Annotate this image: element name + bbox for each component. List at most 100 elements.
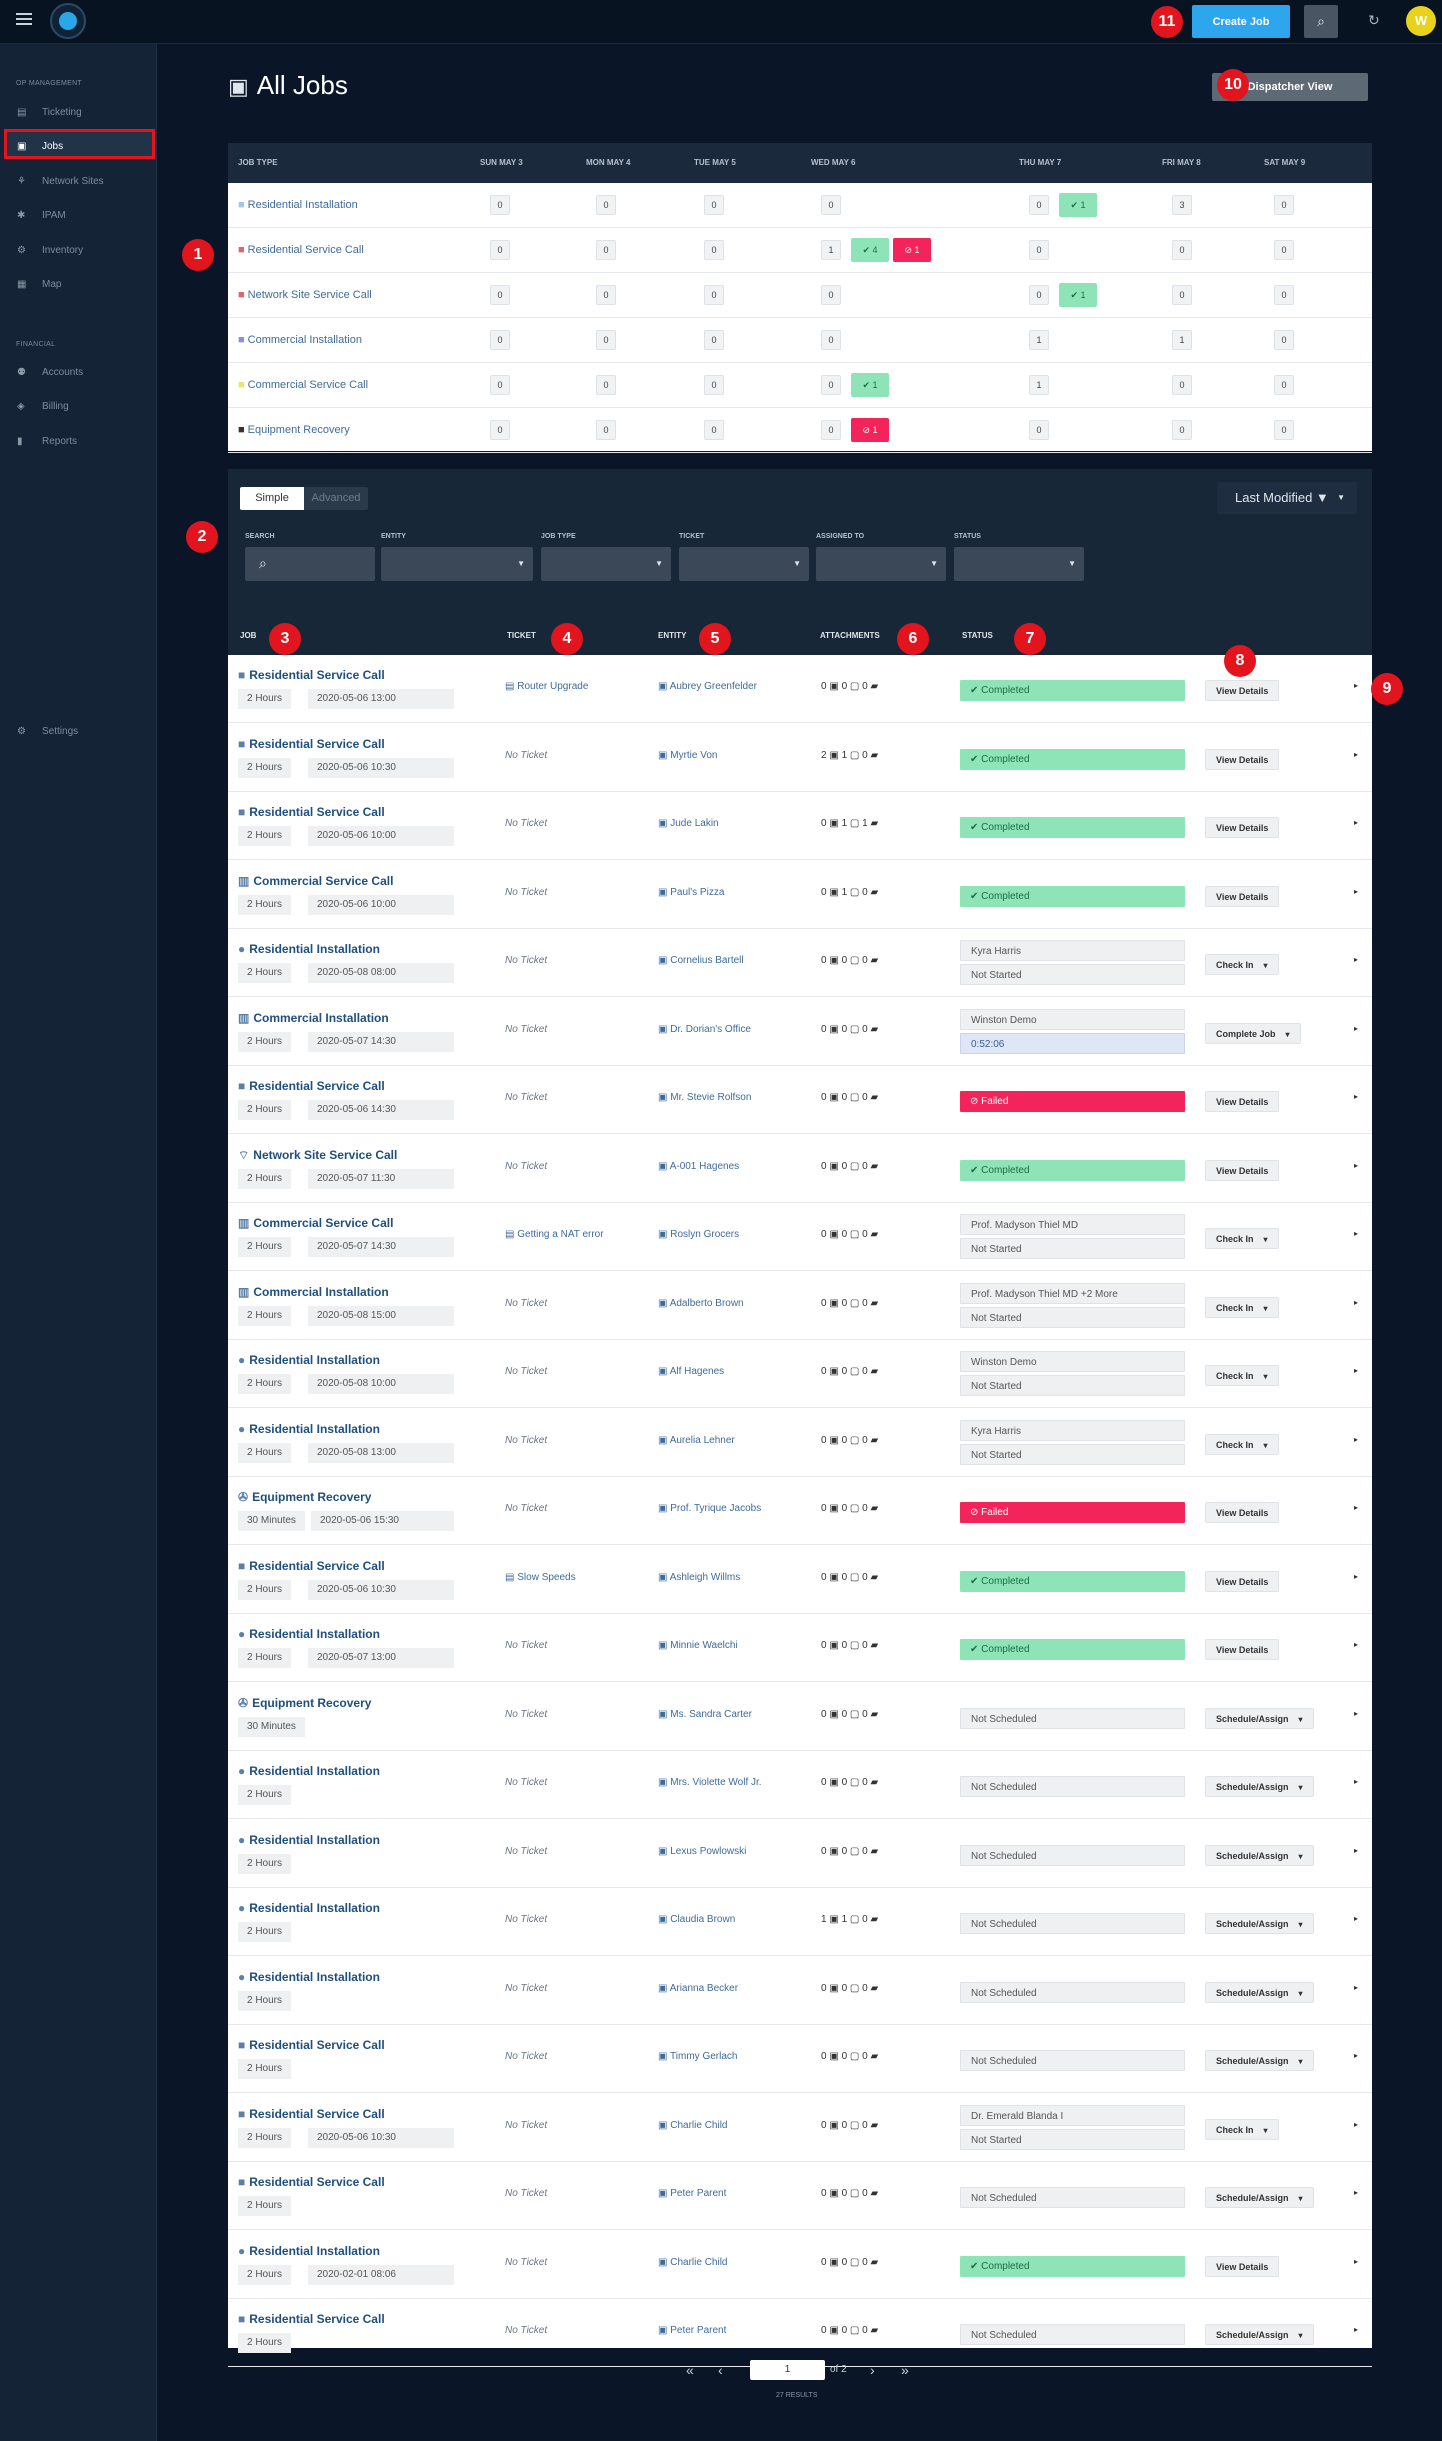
row-expand-icon[interactable]: ▸ <box>1354 1297 1359 1307</box>
table-row[interactable]: ▥ Commercial Installation 2 Hours 2020-05-0… <box>228 998 1372 1066</box>
week-count[interactable]: 0 <box>704 420 724 440</box>
row-expand-icon[interactable]: ▸ <box>1354 1434 1359 1444</box>
ticket-select[interactable]: ▼ <box>679 547 809 581</box>
attachments-counts[interactable]: 1 ▣ 1 ▢ 0 ▰ <box>821 1914 879 1925</box>
week-count[interactable]: 0 <box>490 375 510 395</box>
week-count[interactable]: 0 <box>596 195 616 215</box>
chevron-down-icon[interactable]: ▾ <box>1263 1440 1268 1450</box>
row-action-button[interactable]: View Details <box>1205 2255 1280 2277</box>
chevron-down-icon[interactable]: ▾ <box>1298 1783 1303 1792</box>
week-failed-tag[interactable]: ⊘ 1 <box>851 418 889 442</box>
chevron-down-icon[interactable]: ▾ <box>1298 1851 1303 1861</box>
week-count[interactable]: 0 <box>1029 420 1049 440</box>
sidebar-item-ipam[interactable]: ✱ IPAM <box>0 201 157 231</box>
sidebar-item-ticketing[interactable]: ▤ Ticketing <box>0 98 157 128</box>
entity-link[interactable]: ▣ Peter Parent <box>658 2188 726 2199</box>
row-expand-icon[interactable]: ▸ <box>1354 1982 1359 1992</box>
row-expand-icon[interactable]: ▸ <box>1354 1914 1359 1923</box>
row-expand-icon[interactable]: ▸ <box>1354 1366 1359 1375</box>
row-action-button[interactable]: View Details <box>1205 1639 1280 1660</box>
row-expand-icon[interactable]: ▸ <box>1354 2051 1359 2060</box>
table-row[interactable]: ■ Residential Service Call 2 Hours 2020-05-… <box>228 1546 1372 1614</box>
row-expand-icon[interactable]: ▸ <box>1354 1092 1359 1101</box>
week-count[interactable]: 0 <box>490 420 510 440</box>
table-row[interactable]: ▥ Commercial Service Call 2 Hours 2020-05-0… <box>228 861 1372 929</box>
row-action-button[interactable]: Check In ▾ <box>1205 1365 1279 1386</box>
row-expand-icon[interactable]: ▸ <box>1354 818 1359 827</box>
entity-link[interactable]: ▣ Charlie Child <box>658 2120 727 2131</box>
week-count[interactable]: 0 <box>1172 285 1192 305</box>
row-action-button[interactable]: Check In ▾ <box>1205 1228 1279 1249</box>
attachments-counts[interactable]: 0 ▣ 0 ▢ 0 ▰ <box>821 681 879 692</box>
job-name-link[interactable]: ● Residential Installation <box>238 942 380 956</box>
sidebar-item-reports[interactable]: ▮ Reports <box>0 427 157 457</box>
row-expand-icon[interactable]: ▸ <box>1354 2188 1359 2197</box>
week-completed-tag[interactable]: ✔ 1 <box>851 373 889 397</box>
week-count[interactable]: 0 <box>821 330 841 350</box>
row-action-button[interactable]: View Details <box>1205 885 1280 907</box>
row-expand-icon[interactable]: ▸ <box>1354 1160 1359 1170</box>
row-action-button[interactable]: Schedule/Assign ▾ <box>1205 1981 1314 2003</box>
week-count[interactable]: 0 <box>596 285 616 305</box>
attachments-counts[interactable]: 0 ▣ 0 ▢ 0 ▰ <box>821 1503 879 1514</box>
table-row[interactable]: ● Residential Installation 2 Hours No Ticke… <box>228 1820 1372 1888</box>
table-row[interactable]: ● Residential Installation 2 Hours 2020-02-… <box>228 2231 1372 2299</box>
week-count[interactable]: 1 <box>1172 330 1192 350</box>
entity-select[interactable]: ▼ <box>381 547 533 581</box>
attachments-counts[interactable]: 0 ▣ 1 ▢ 1 ▰ <box>821 818 879 829</box>
entity-link[interactable]: ▣ Jude Lakin <box>658 818 719 829</box>
chevron-down-icon[interactable]: ▾ <box>1263 1303 1268 1313</box>
tab-simple[interactable]: Simple <box>240 487 304 510</box>
table-row[interactable]: ● Residential Installation 2 Hours 2020-05-… <box>228 1409 1372 1477</box>
entity-link[interactable]: ▣ Roslyn Grocers <box>658 1229 739 1240</box>
table-row[interactable]: ⌔ Network Site Service Call 2 Hours 2020-05… <box>228 1135 1372 1203</box>
week-count[interactable]: 0 <box>1029 285 1049 305</box>
row-expand-icon[interactable]: ▸ <box>1354 1640 1359 1649</box>
row-action-button[interactable]: View Details <box>1205 680 1280 701</box>
job-name-link[interactable]: ■ Residential Service Call <box>238 2038 385 2052</box>
chevron-down-icon[interactable]: ▾ <box>1263 1372 1268 1381</box>
row-expand-icon[interactable]: ▸ <box>1354 1777 1359 1786</box>
week-count[interactable]: 1 <box>1029 375 1049 395</box>
week-job-type[interactable]: ■ Commercial Service Call <box>238 379 368 391</box>
attachments-counts[interactable]: 0 ▣ 0 ▢ 0 ▰ <box>821 1982 879 1994</box>
job-name-link[interactable]: ■ Residential Service Call <box>238 1559 385 1573</box>
chevron-down-icon[interactable]: ▾ <box>1263 1235 1268 1244</box>
row-action-button[interactable]: Check In ▾ <box>1205 1433 1279 1455</box>
app-logo[interactable] <box>50 3 86 39</box>
job-name-link[interactable]: ■ Residential Service Call <box>238 2175 385 2189</box>
job-name-link[interactable]: ▥ Commercial Service Call <box>238 1216 393 1230</box>
row-expand-icon[interactable]: ▸ <box>1354 1023 1359 1033</box>
row-action-button[interactable]: Schedule/Assign ▾ <box>1205 2050 1314 2071</box>
table-row[interactable]: ■ Residential Service Call 2 Hours 2020-05-… <box>228 792 1372 860</box>
entity-link[interactable]: ▣ Ashleigh Willms <box>658 1572 740 1583</box>
week-count[interactable]: 0 <box>490 195 510 215</box>
table-row[interactable]: ■ Residential Service Call 2 Hours 2020-05-… <box>228 655 1372 723</box>
row-expand-icon[interactable]: ▸ <box>1354 681 1359 690</box>
row-expand-icon[interactable]: ▸ <box>1354 749 1359 759</box>
job-name-link[interactable]: ✇ Equipment Recovery <box>238 1490 371 1504</box>
chevron-down-icon[interactable]: ▾ <box>1285 1029 1290 1039</box>
entity-link[interactable]: ▣ Peter Parent <box>658 2325 726 2336</box>
attachments-counts[interactable]: 0 ▣ 0 ▢ 0 ▰ <box>821 1229 879 1240</box>
job-name-link[interactable]: ● Residential Installation <box>238 1970 380 1984</box>
table-row[interactable]: ● Residential Installation 2 Hours No Ticke… <box>228 1751 1372 1819</box>
chevron-down-icon[interactable]: ▾ <box>1298 1714 1303 1724</box>
entity-link[interactable]: ▣ Claudia Brown <box>658 1914 735 1925</box>
avatar[interactable]: W <box>1406 6 1436 36</box>
week-count[interactable]: 0 <box>821 420 841 440</box>
entity-link[interactable]: ▣ Alf Hagenes <box>658 1366 724 1377</box>
week-count[interactable]: 0 <box>704 375 724 395</box>
week-job-type[interactable]: ■ Equipment Recovery <box>238 424 350 436</box>
job-name-link[interactable]: ▥ Commercial Installation <box>238 1285 389 1299</box>
assigned-to-select[interactable]: ▼ <box>816 547 946 581</box>
row-action-button[interactable]: Schedule/Assign ▾ <box>1205 1844 1314 1866</box>
attachments-counts[interactable]: 0 ▣ 0 ▢ 0 ▰ <box>821 1160 879 1172</box>
attachments-counts[interactable]: 0 ▣ 0 ▢ 0 ▰ <box>821 1023 879 1035</box>
row-expand-icon[interactable]: ▸ <box>1354 955 1359 964</box>
table-row[interactable]: ✇ Equipment Recovery 30 Minutes 2020-05-06 … <box>228 1477 1372 1545</box>
week-completed-tag[interactable]: ✔ 1 <box>1059 193 1097 217</box>
table-row[interactable]: ▥ Commercial Service Call 2 Hours 2020-05-0… <box>228 1203 1372 1271</box>
attachments-counts[interactable]: 0 ▣ 0 ▢ 0 ▰ <box>821 955 879 966</box>
table-row[interactable]: ● Residential Installation 2 Hours No Ticke… <box>228 1957 1372 2025</box>
